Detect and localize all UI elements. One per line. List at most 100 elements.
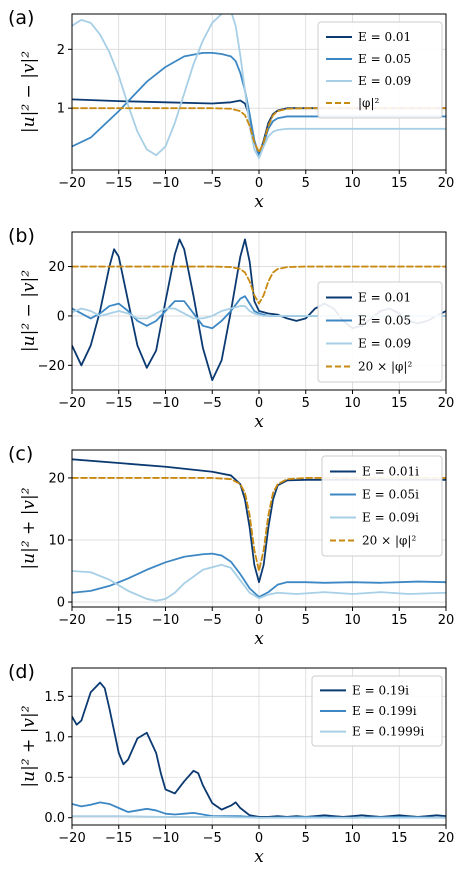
panel-label: (b) bbox=[8, 225, 35, 247]
legend-entry: E = 0.09i bbox=[362, 511, 419, 525]
y-tick-label: 0.0 bbox=[44, 811, 65, 826]
legend-entry: E = 0.09 bbox=[358, 74, 411, 88]
legend-entry: E = 0.05i bbox=[362, 488, 419, 502]
legend: E = 0.01 E = 0.05 E = 0.09 |φ|² bbox=[317, 21, 443, 119]
panel-d: −20 −15 −10 −5 0 5 10 15 20 0.0 0.5 1.0 1.5 x |u|² + |… bbox=[8, 661, 454, 867]
x-tick-label: −10 bbox=[152, 396, 179, 411]
x-tick-label: 15 bbox=[391, 613, 408, 628]
x-tick-label: 0 bbox=[255, 613, 263, 628]
x-tick-label: −20 bbox=[58, 831, 85, 846]
y-axis-label: |u|² − |v|² bbox=[19, 270, 39, 352]
x-axis-label: x bbox=[254, 412, 264, 432]
x-tick-label: 20 bbox=[438, 831, 455, 846]
y-tick-label: 20 bbox=[48, 471, 65, 486]
series-line-3 bbox=[72, 305, 446, 320]
y-axis-label: |u|² + |v|² bbox=[19, 487, 39, 569]
panel-a: −20 −15 −10 −5 0 5 10 15 20 1 2 x |u|² − |v|² (a) E = … bbox=[8, 7, 454, 212]
legend: E = 0.19i E = 0.199i E = 0.1999i bbox=[311, 675, 443, 747]
legend: E = 0.01i E = 0.05i E = 0.09i 20 × |φ|² bbox=[321, 455, 443, 557]
y-tick-label: 10 bbox=[48, 533, 65, 548]
series-line-4 bbox=[72, 107, 446, 154]
x-tick-label: 20 bbox=[438, 613, 455, 628]
panel-label: (c) bbox=[8, 443, 33, 465]
x-tick-label: −20 bbox=[58, 176, 85, 191]
x-tick-label: −20 bbox=[58, 613, 85, 628]
x-axis-label: x bbox=[254, 847, 264, 867]
series-line-3 bbox=[72, 563, 446, 602]
legend-entry: E = 0.05 bbox=[358, 52, 411, 66]
x-tick-label: 5 bbox=[302, 176, 310, 191]
legend-entry: E = 0.01i bbox=[362, 465, 419, 479]
x-tick-label: −15 bbox=[105, 396, 132, 411]
legend-entry: 20 × |φ|² bbox=[358, 360, 412, 374]
x-tick-label: 10 bbox=[344, 176, 361, 191]
x-tick-label: −5 bbox=[203, 176, 222, 191]
panel-b: −20 −15 −10 −5 0 5 10 15 20 −20 0 20 x |u|² − |v|² (b)… bbox=[8, 225, 454, 432]
x-tick-label: 15 bbox=[391, 176, 408, 191]
legend-entry: E = 0.05 bbox=[358, 314, 411, 328]
series-line-2 bbox=[72, 552, 446, 598]
legend-entry: 20 × |φ|² bbox=[362, 534, 416, 548]
series-lines bbox=[72, 681, 446, 819]
x-tick-label: −10 bbox=[152, 831, 179, 846]
x-tick-label: 5 bbox=[302, 613, 310, 628]
x-axis-label: x bbox=[254, 192, 264, 212]
x-tick-label: −5 bbox=[203, 831, 222, 846]
series-line-1 bbox=[72, 681, 446, 818]
x-tick-label: 10 bbox=[344, 613, 361, 628]
panel-label: (d) bbox=[8, 661, 35, 683]
x-tick-label: 15 bbox=[391, 831, 408, 846]
legend-box bbox=[321, 455, 443, 557]
legend-entry: E = 0.199i bbox=[352, 704, 417, 718]
series-line-3 bbox=[72, 815, 446, 819]
x-tick-label: −15 bbox=[105, 831, 132, 846]
x-tick-label: 10 bbox=[344, 396, 361, 411]
y-tick-label: 0.5 bbox=[44, 771, 65, 786]
x-tick-label: −5 bbox=[203, 613, 222, 628]
x-tick-label: −10 bbox=[152, 176, 179, 191]
series-line-1 bbox=[72, 458, 446, 584]
legend-entry: |φ|² bbox=[358, 96, 379, 110]
x-tick-label: −5 bbox=[203, 396, 222, 411]
y-tick-label: 20 bbox=[48, 260, 65, 275]
y-axis-label: |u|² − |v|² bbox=[19, 51, 39, 133]
panel-label: (a) bbox=[8, 7, 34, 29]
legend-entry: E = 0.09 bbox=[358, 337, 411, 351]
series-lines bbox=[72, 458, 446, 602]
y-tick-label: 0 bbox=[57, 596, 65, 611]
series-line-4 bbox=[72, 477, 446, 572]
panel-c: −20 −15 −10 −5 0 5 10 15 20 0 10 20 x |u|² + |v|² (c) E… bbox=[8, 443, 454, 649]
y-tick-label: 1.5 bbox=[44, 690, 65, 705]
x-tick-label: 0 bbox=[255, 176, 263, 191]
x-tick-label: 5 bbox=[302, 831, 310, 846]
legend-box bbox=[317, 21, 443, 119]
y-tick-label: −20 bbox=[38, 359, 65, 374]
y-tick-label: 0 bbox=[57, 309, 65, 324]
x-tick-label: −15 bbox=[105, 613, 132, 628]
x-tick-label: 0 bbox=[255, 831, 263, 846]
x-tick-label: −20 bbox=[58, 396, 85, 411]
legend: E = 0.01 E = 0.05 E = 0.09 20 × |φ|² bbox=[317, 281, 443, 383]
legend-entry: E = 0.19i bbox=[352, 683, 409, 697]
y-tick-label: 1 bbox=[57, 102, 65, 117]
x-tick-label: −10 bbox=[152, 613, 179, 628]
legend-entry: E = 0.01 bbox=[358, 291, 411, 305]
series-line-3 bbox=[72, 14, 446, 160]
series-lines bbox=[72, 14, 446, 160]
legend-box bbox=[311, 675, 443, 747]
x-tick-label: −15 bbox=[105, 176, 132, 191]
x-tick-label: 20 bbox=[438, 396, 455, 411]
y-axis-label: |u|² + |v|² bbox=[19, 705, 39, 787]
x-tick-label: 20 bbox=[438, 176, 455, 191]
legend-box bbox=[317, 281, 443, 383]
y-tick-label: 1.0 bbox=[44, 730, 65, 745]
series-line-4 bbox=[72, 265, 446, 305]
x-tick-label: 15 bbox=[391, 396, 408, 411]
y-tick-label: 2 bbox=[57, 43, 65, 58]
x-axis-label: x bbox=[254, 629, 264, 649]
x-tick-label: 0 bbox=[255, 396, 263, 411]
legend-entry: E = 0.1999i bbox=[352, 725, 424, 739]
x-tick-label: 5 bbox=[302, 396, 310, 411]
legend-entry: E = 0.01 bbox=[358, 30, 411, 44]
